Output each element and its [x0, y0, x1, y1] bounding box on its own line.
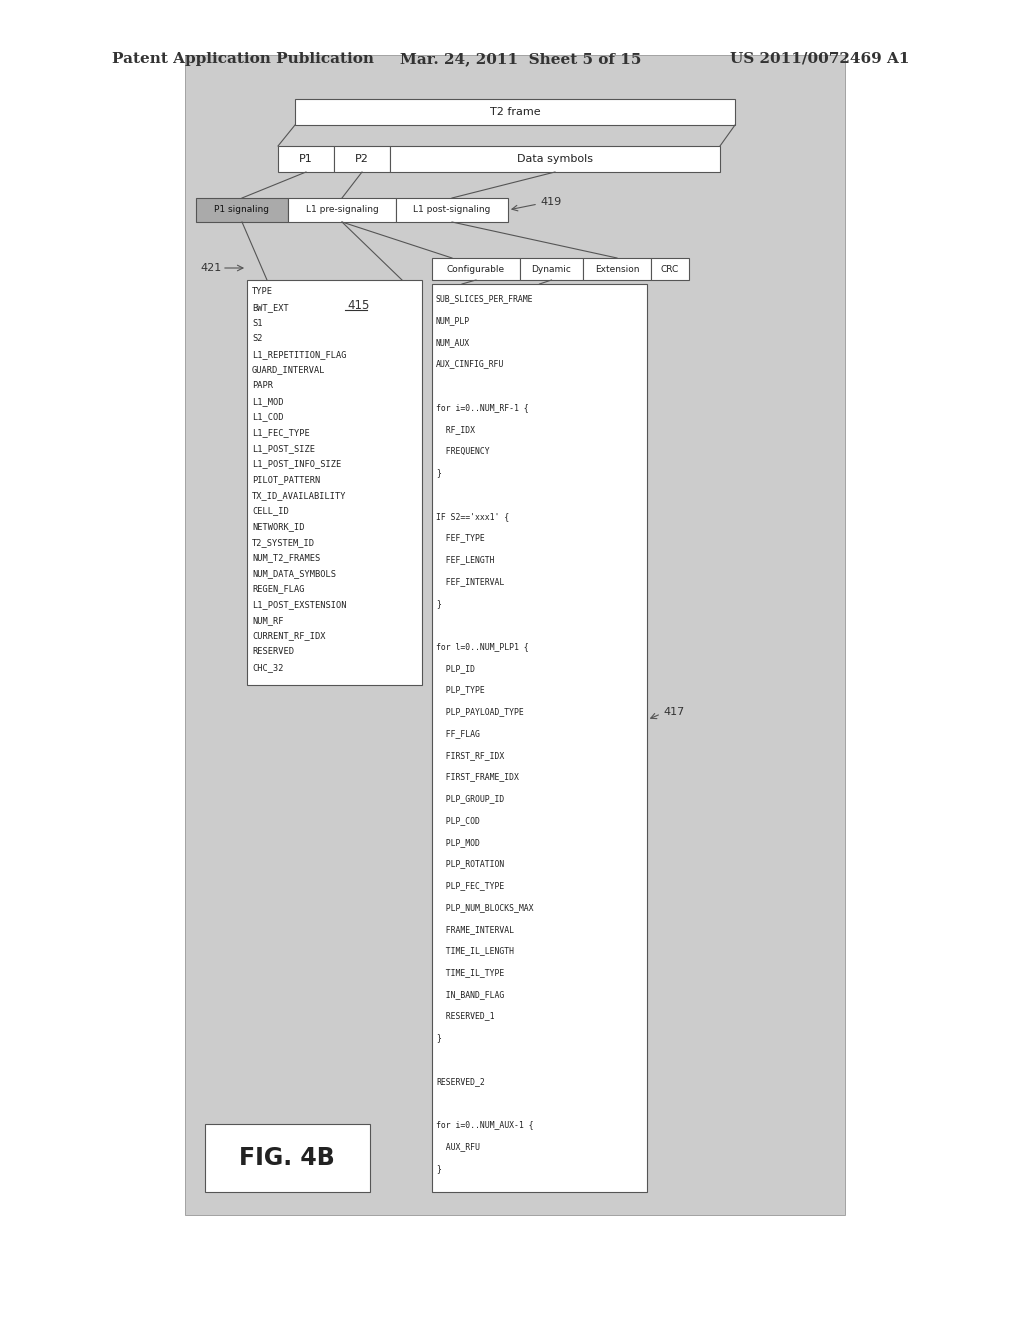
FancyBboxPatch shape [288, 198, 396, 222]
FancyBboxPatch shape [583, 257, 651, 280]
Text: Dynamic: Dynamic [531, 264, 571, 273]
Text: FRAME_INTERVAL: FRAME_INTERVAL [436, 925, 514, 933]
Text: NUM_DATA_SYMBOLS: NUM_DATA_SYMBOLS [252, 569, 336, 578]
Text: NETWORK_ID: NETWORK_ID [252, 521, 304, 531]
Text: GUARD_INTERVAL: GUARD_INTERVAL [252, 366, 326, 375]
Text: for i=0..NUM_RF-1 {: for i=0..NUM_RF-1 { [436, 403, 528, 412]
Text: RF_IDX: RF_IDX [436, 425, 475, 434]
Text: CURRENT_RF_IDX: CURRENT_RF_IDX [252, 631, 326, 640]
Text: S1: S1 [252, 318, 262, 327]
Text: P1 signaling: P1 signaling [214, 206, 269, 214]
FancyBboxPatch shape [432, 257, 520, 280]
Text: IF S2=='xxx1' {: IF S2=='xxx1' { [436, 512, 509, 520]
FancyBboxPatch shape [520, 257, 583, 280]
Text: L1_FEC_TYPE: L1_FEC_TYPE [252, 428, 309, 437]
Text: PLP_PAYLOAD_TYPE: PLP_PAYLOAD_TYPE [436, 708, 523, 717]
Text: US 2011/0072469 A1: US 2011/0072469 A1 [730, 51, 909, 66]
FancyBboxPatch shape [651, 257, 689, 280]
FancyBboxPatch shape [205, 1125, 370, 1192]
FancyBboxPatch shape [390, 147, 720, 172]
Text: FEF_TYPE: FEF_TYPE [436, 533, 484, 543]
FancyBboxPatch shape [185, 55, 845, 1214]
Text: RESERVED_2: RESERVED_2 [436, 1077, 484, 1086]
Text: L1_POST_EXSTENSION: L1_POST_EXSTENSION [252, 601, 346, 610]
Text: PLP_GROUP_ID: PLP_GROUP_ID [436, 795, 504, 804]
Text: 415: 415 [347, 298, 370, 312]
Text: Extension: Extension [595, 264, 639, 273]
Text: L1_REPETITION_FLAG: L1_REPETITION_FLAG [252, 350, 346, 359]
FancyBboxPatch shape [334, 147, 390, 172]
Text: PAPR: PAPR [252, 381, 273, 391]
Text: Configurable: Configurable [446, 264, 505, 273]
Text: }: } [436, 1164, 441, 1172]
Text: P2: P2 [355, 154, 369, 164]
Text: FEF_INTERVAL: FEF_INTERVAL [436, 577, 504, 586]
Text: PILOT_PATTERN: PILOT_PATTERN [252, 475, 321, 484]
Text: NUM_RF: NUM_RF [252, 616, 284, 624]
Text: Data symbols: Data symbols [517, 154, 593, 164]
Text: PLP_TYPE: PLP_TYPE [436, 685, 484, 694]
Text: PLP_FEC_TYPE: PLP_FEC_TYPE [436, 882, 504, 890]
Text: NUM_T2_FRAMES: NUM_T2_FRAMES [252, 553, 321, 562]
Text: for i=0..NUM_AUX-1 {: for i=0..NUM_AUX-1 { [436, 1121, 534, 1130]
Text: RESERVED: RESERVED [252, 647, 294, 656]
FancyBboxPatch shape [196, 198, 288, 222]
Text: CRC: CRC [660, 264, 679, 273]
Text: NUM_AUX: NUM_AUX [436, 338, 470, 347]
FancyBboxPatch shape [295, 99, 735, 125]
Text: TIME_IL_TYPE: TIME_IL_TYPE [436, 968, 504, 977]
Text: AUX_CINFIG_RFU: AUX_CINFIG_RFU [436, 359, 504, 368]
Text: Mar. 24, 2011  Sheet 5 of 15: Mar. 24, 2011 Sheet 5 of 15 [400, 51, 641, 66]
Text: L1_POST_INFO_SIZE: L1_POST_INFO_SIZE [252, 459, 341, 469]
Text: IN_BAND_FLAG: IN_BAND_FLAG [436, 990, 504, 999]
Text: TYPE: TYPE [252, 288, 273, 296]
Text: FREQUENCY: FREQUENCY [436, 446, 489, 455]
Text: }: } [436, 1034, 441, 1043]
Text: FF_FLAG: FF_FLAG [436, 729, 480, 738]
Text: CHC_32: CHC_32 [252, 663, 284, 672]
Text: TIME_IL_LENGTH: TIME_IL_LENGTH [436, 946, 514, 956]
Text: T2_SYSTEM_ID: T2_SYSTEM_ID [252, 537, 315, 546]
Text: PLP_MOD: PLP_MOD [436, 838, 480, 846]
Text: FIRST_RF_IDX: FIRST_RF_IDX [436, 751, 504, 760]
FancyBboxPatch shape [247, 280, 422, 685]
Text: Patent Application Publication: Patent Application Publication [112, 51, 374, 66]
Text: L1_COD: L1_COD [252, 412, 284, 421]
Text: L1 post-signaling: L1 post-signaling [414, 206, 490, 214]
Text: NUM_PLP: NUM_PLP [436, 315, 470, 325]
Text: }: } [436, 599, 441, 607]
Text: FIG. 4B: FIG. 4B [240, 1146, 335, 1170]
Text: 419: 419 [540, 197, 561, 207]
Text: BWT_EXT: BWT_EXT [252, 304, 289, 312]
Text: }: } [436, 469, 441, 478]
Text: T2 frame: T2 frame [489, 107, 541, 117]
Text: PLP_NUM_BLOCKS_MAX: PLP_NUM_BLOCKS_MAX [436, 903, 534, 912]
Text: RESERVED_1: RESERVED_1 [436, 1011, 495, 1020]
Text: PLP_ID: PLP_ID [436, 664, 475, 673]
Text: FIRST_FRAME_IDX: FIRST_FRAME_IDX [436, 772, 519, 781]
Text: P1: P1 [299, 154, 313, 164]
Text: S2: S2 [252, 334, 262, 343]
Text: FEF_LENGTH: FEF_LENGTH [436, 556, 495, 564]
Text: L1 pre-signaling: L1 pre-signaling [305, 206, 379, 214]
Text: PLP_ROTATION: PLP_ROTATION [436, 859, 504, 869]
Text: SUB_SLICES_PER_FRAME: SUB_SLICES_PER_FRAME [436, 294, 534, 304]
FancyBboxPatch shape [432, 284, 647, 1192]
Text: REGEN_FLAG: REGEN_FLAG [252, 585, 304, 594]
Text: 417: 417 [663, 706, 684, 717]
Text: for l=0..NUM_PLP1 {: for l=0..NUM_PLP1 { [436, 642, 528, 651]
Text: 421: 421 [200, 263, 221, 273]
Text: PLP_COD: PLP_COD [436, 816, 480, 825]
Text: L1_MOD: L1_MOD [252, 397, 284, 405]
Text: L1_POST_SIZE: L1_POST_SIZE [252, 444, 315, 453]
Text: CELL_ID: CELL_ID [252, 507, 289, 515]
FancyBboxPatch shape [396, 198, 508, 222]
Text: AUX_RFU: AUX_RFU [436, 1142, 480, 1151]
FancyBboxPatch shape [278, 147, 334, 172]
Text: TX_ID_AVAILABILITY: TX_ID_AVAILABILITY [252, 491, 346, 500]
